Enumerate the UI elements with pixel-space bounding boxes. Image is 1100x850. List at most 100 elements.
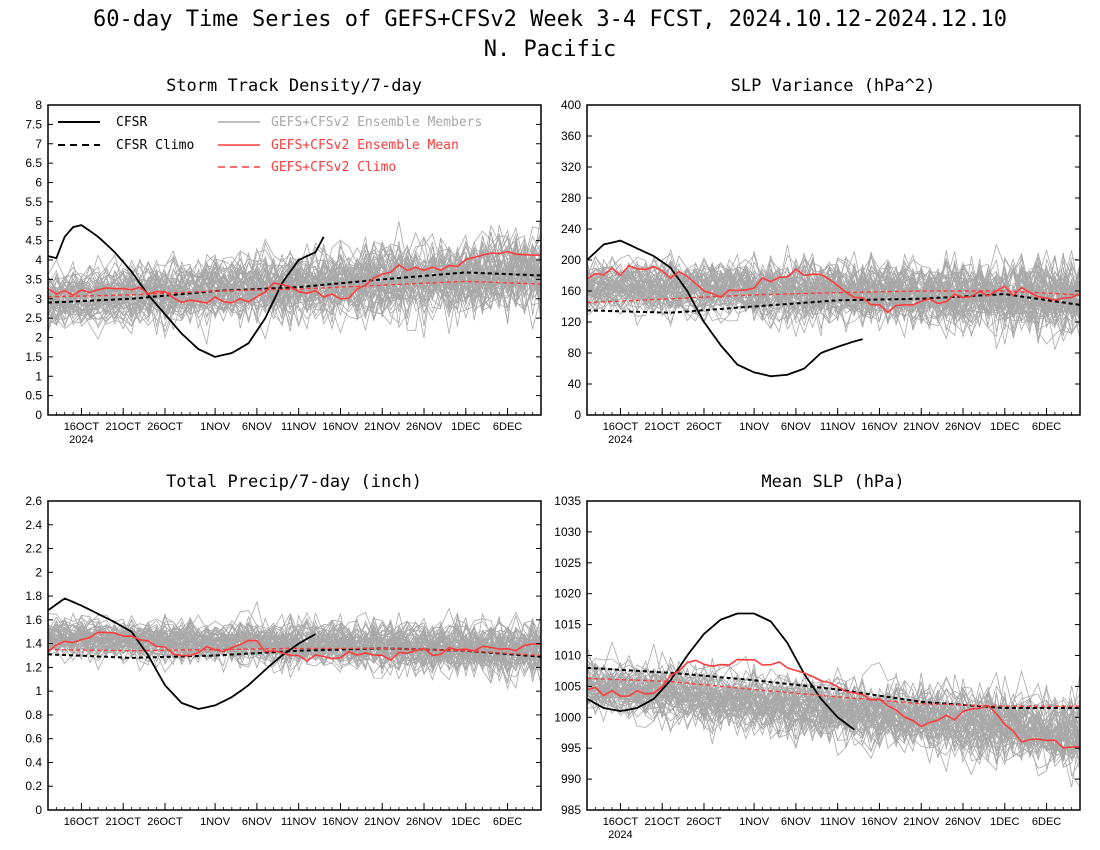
ensemble-member-line [587, 660, 1080, 754]
figure-title: 60-day Time Series of GEFS+CFSv2 Week 3-… [93, 7, 1007, 32]
x-tick-label: 21OCT [644, 816, 680, 828]
ensemble-member-line [587, 663, 1080, 751]
panel-title: Mean SLP (hPa) [761, 472, 904, 492]
y-tick-label: 1 [35, 369, 42, 383]
series-line-gefs-cfsv2-climo [587, 290, 1080, 304]
series-line-gefs-cfsv2-climo [48, 280, 541, 298]
x-tick-label: 16OCT [64, 816, 100, 828]
plot-area [587, 239, 1080, 378]
ensemble-member-line [587, 266, 1080, 326]
ensemble-member-line [48, 249, 541, 330]
y-tick-label: 8 [35, 98, 42, 112]
y-tick-label: 0 [35, 408, 42, 422]
y-tick-label: 1025 [554, 556, 581, 570]
ensemble-member-line [587, 671, 1080, 760]
y-tick-label: 6 [35, 176, 42, 190]
x-tick-label: 16OCT [603, 816, 639, 828]
plot-area [48, 216, 541, 358]
series-line-cfsr [48, 224, 325, 358]
ensemble-member-line [587, 691, 1080, 777]
ensemble-member-line [587, 261, 1080, 318]
x-tick-label: 6DEC [1032, 421, 1061, 433]
ensemble-member-line [48, 246, 541, 329]
panel-storm-track-density: Storm Track Density/7-day 0 0.5 1 1.5 2 2.5 3 3.… [25, 76, 542, 446]
y-tick-label: 1005 [554, 679, 581, 693]
x-tick-label: 6NOV [242, 816, 273, 828]
panel-slp-variance: SLP Variance (hPa^2) 0 40 80 120 160 200 240 280… [561, 76, 1081, 446]
series-line-cfsr [48, 597, 316, 710]
y-tick-label: 400 [561, 98, 581, 112]
y-tick-label: 1.4 [25, 637, 42, 651]
y-tick-label: 4.5 [25, 234, 42, 248]
ensemble-member-line [587, 680, 1080, 765]
y-tick-label: 160 [561, 284, 581, 298]
x-tick-label: 26OCT [686, 421, 722, 433]
legend-label-cfsr-climo: CFSR Climo [116, 138, 194, 153]
ensemble-member-line [587, 279, 1080, 334]
legend-label-gefs-climo: GEFS+CFSv2 Climo [271, 160, 396, 175]
y-tick-label: 1.5 [25, 350, 42, 364]
x-tick-label: 6DEC [493, 421, 522, 433]
y-tick-label: 3 [35, 292, 42, 306]
x-tick-label: 1DEC [451, 421, 480, 433]
y-tick-label: 5 [35, 214, 42, 228]
plot-area [587, 612, 1080, 788]
y-tick-label: 120 [561, 315, 581, 329]
x-tick-label: 16NOV [322, 421, 359, 433]
ensemble-member-line [48, 257, 541, 341]
y-tick-label: 6.5 [25, 156, 42, 170]
legend: CFSR CFSR Climo GEFS+CFSv2 Ensemble Memb… [58, 115, 482, 175]
y-tick-label: 1015 [554, 618, 581, 632]
x-tick-label: 26OCT [147, 816, 183, 828]
y-tick-label: 0.8 [25, 708, 42, 722]
panel-mean-slp: Mean SLP (hPa) 985 990 995 1000 1005 1010 1015 1… [554, 472, 1081, 841]
x-tick-label: 21NOV [903, 816, 940, 828]
y-tick-label: 1.8 [25, 589, 42, 603]
x-tick-label: 21OCT [105, 816, 141, 828]
y-tick-label: 280 [561, 191, 581, 205]
y-tick-label: 990 [561, 772, 581, 786]
x-tick-label: 6NOV [781, 816, 812, 828]
plot-frame [47, 500, 542, 811]
x-tick-label: 6DEC [1032, 816, 1061, 828]
x-year-label: 2024 [608, 434, 632, 446]
y-tick-label: 2 [35, 565, 42, 579]
y-tick-label: 1030 [554, 525, 581, 539]
ensemble-member-line [587, 675, 1080, 760]
y-tick-label: 1035 [554, 494, 581, 508]
series-line-gefs-cfsv2-ensemble-mean [48, 631, 541, 662]
y-tick-label: 2.4 [25, 518, 42, 532]
plot-area [48, 597, 541, 710]
series-line-cfsr [587, 239, 863, 378]
y-tick-label: 7.5 [25, 117, 42, 131]
x-tick-label: 16OCT [64, 421, 100, 433]
x-tick-label: 6NOV [242, 421, 273, 433]
ensemble-member-line [587, 251, 1080, 340]
series-line-cfsr [587, 612, 855, 731]
y-tick-label: 0 [35, 803, 42, 817]
x-tick-label: 6NOV [781, 421, 812, 433]
series-line-gefs-cfsv2-climo [48, 647, 541, 657]
y-tick-label: 1000 [554, 710, 581, 724]
x-tick-label: 26NOV [406, 421, 443, 433]
ensemble-member-line [48, 251, 541, 328]
x-tick-label: 21OCT [644, 421, 680, 433]
legend-label-ens-mean: GEFS+CFSv2 Ensemble Mean [271, 138, 459, 153]
x-tick-label: 21NOV [903, 421, 940, 433]
y-tick-label: 0.2 [25, 779, 42, 793]
y-tick-label: 240 [561, 222, 581, 236]
x-tick-label: 1NOV [200, 421, 231, 433]
x-tick-label: 16NOV [861, 816, 898, 828]
ensemble-member-line [587, 695, 1080, 762]
y-tick-label: 1.2 [25, 660, 42, 674]
y-tick-label: 995 [561, 741, 581, 755]
x-tick-label: 1DEC [451, 816, 480, 828]
y-tick-label: 0 [574, 408, 581, 422]
y-tick-label: 1020 [554, 587, 581, 601]
series-line-cfsr-climo [587, 666, 1080, 709]
figure-subtitle: N. Pacific [484, 37, 616, 62]
y-tick-label: 1.6 [25, 613, 42, 627]
ensemble-member-line [587, 248, 1080, 320]
y-tick-label: 0.5 [25, 389, 42, 403]
ensemble-member-line [48, 233, 541, 305]
